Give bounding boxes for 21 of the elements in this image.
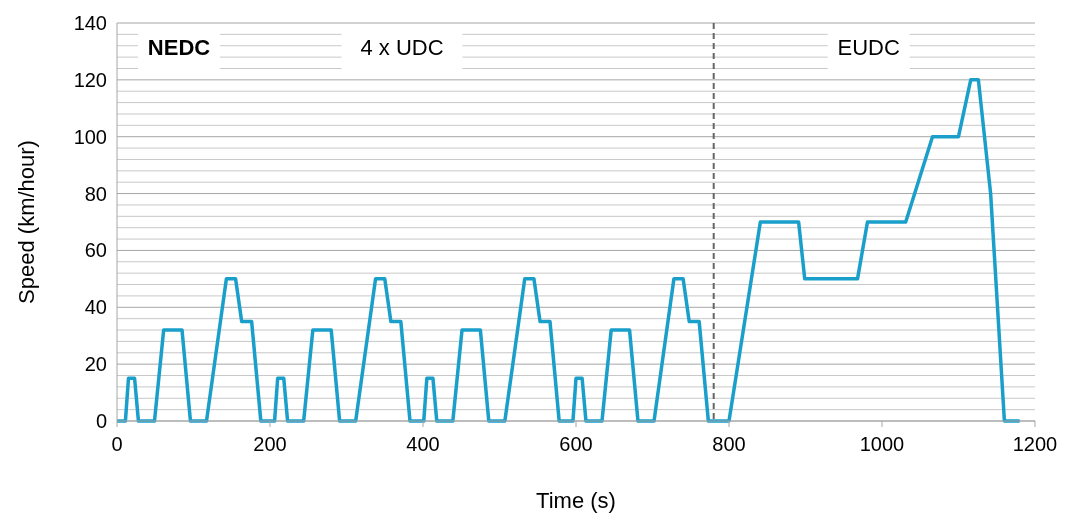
y-tick-label: 20 <box>84 353 107 376</box>
x-axis-title: Time (s) <box>536 488 616 513</box>
line-series <box>115 78 1022 423</box>
y-tick-label: 80 <box>84 182 107 205</box>
x-tick-label: 400 <box>406 433 440 455</box>
x-tick-label: 0 <box>111 433 123 455</box>
annotation: EUDC <box>837 35 900 60</box>
y-tick-label: 40 <box>84 296 107 319</box>
annotation: NEDC <box>147 35 211 60</box>
x-tick-label: 1000 <box>859 433 905 455</box>
annotation: 4 x UDC <box>360 35 444 60</box>
y-tick-label: 0 <box>95 410 107 432</box>
y-axis-title: Speed (km/hour) <box>14 140 39 304</box>
x-tick-label: 600 <box>559 433 593 455</box>
x-tick-label: 800 <box>712 433 746 455</box>
y-tick-label: 140 <box>73 12 107 34</box>
y-tick-label: 120 <box>73 68 107 91</box>
y-tick-label: 60 <box>84 239 107 262</box>
x-tick-label: 1200 <box>1012 433 1058 455</box>
x-tick-label: 200 <box>253 433 287 455</box>
y-tick-label: 100 <box>73 125 107 148</box>
